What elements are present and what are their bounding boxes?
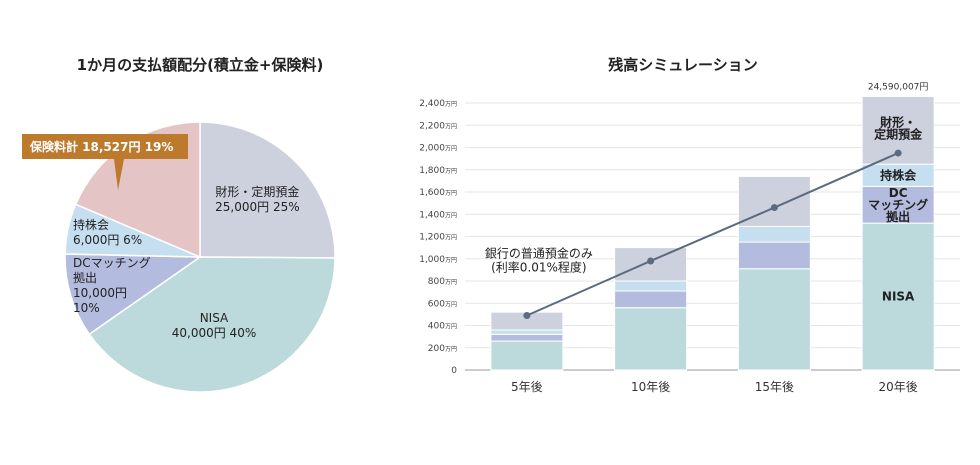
y-tick-label: 2,400万円 [419,99,457,109]
pie-slice-label: 10,000円 [73,286,127,300]
x-tick-label: 15年後 [755,380,794,394]
y-tick-label: 1,800万円 [419,166,457,176]
y-tick-unit: 万円 [445,146,457,153]
y-tick-label: 800万円 [428,277,457,287]
savings-line [526,152,899,317]
pie-slice-label: DCマッチング [73,256,151,270]
bar-segment-dc [861,185,935,224]
pie-slice-label: NISA [200,311,229,325]
bar-line [523,149,902,319]
pie-slice-label: 6,000円 6% [73,233,142,247]
y-tick-unit: 万円 [445,346,457,353]
bar-segment-label: マッチング [868,197,928,212]
y-tick-unit: 万円 [445,257,457,264]
pie-slice [199,121,336,259]
bar-segment-mochikabu [614,280,688,292]
y-tick-unit: 万円 [445,101,457,108]
bar-segment-dc [614,290,688,309]
y-tick-unit: 万円 [445,168,457,175]
bar-title: 残高シミュレーション [608,56,757,74]
pie-slice-label: 40,000円 40% [172,326,256,340]
bar-segment-label: 定期預金 [874,126,923,141]
savings-line-label: (利率0.01%程度) [491,259,587,274]
y-tick-label: 0 [451,366,457,376]
savings-point [894,149,902,157]
bar-segment-mochikabu [737,225,811,243]
bar-segment-label: 持株会 [880,167,917,182]
y-tick-label: 600万円 [428,299,457,309]
y-tick-label: 400万円 [428,322,457,332]
pie-slice [88,256,336,393]
x-tick-label: 10年後 [631,380,670,394]
y-tick-label: 2,000万円 [419,144,457,154]
pie-slice-label: 財形・定期預金 [215,184,299,199]
y-tick-label: 1,000万円 [419,255,457,265]
pie-callout: 保険料計 18,527円 19% [22,134,188,190]
pie-title: 1か月の支払額配分(積立金+保険料) [77,56,324,74]
savings-point [647,257,655,265]
y-tick-label: 1,400万円 [419,210,457,220]
callout-text: 保険料計 18,527円 19% [29,139,173,154]
callout-badge [22,134,188,190]
bar-segment-mochikabu [490,329,564,335]
pie-slice-label: 持株会 [73,217,109,232]
y-tick-unit: 万円 [445,190,457,197]
y-tick-label: 1,600万円 [419,188,457,198]
bar-segment-label: NISA [882,290,915,304]
x-tick-label: 5年後 [511,380,543,394]
bar-segment-nisa [737,268,811,371]
y-tick-unit: 万円 [445,279,457,286]
bar-segment-label: 財形・ [879,114,916,129]
pie-slice-label: 10% [73,301,100,315]
savings-line-label: 銀行の普通預金のみ [485,245,593,260]
savings-point [770,204,778,212]
bar-segment-dc [490,333,564,342]
pie-slice [64,253,203,336]
y-tick-unit: 万円 [445,212,457,219]
bar-segment-label: 拠出 [886,209,910,224]
bar-segment-nisa [614,307,688,371]
bar-total-label: 24,590,007円 [868,81,929,92]
x-tick-label: 20年後 [878,380,917,394]
savings-point [523,311,531,319]
bar-segment-nisa [861,222,935,371]
y-tick-label: 200万円 [428,344,457,354]
pie-slice-label: 25,000円 25% [215,200,299,214]
y-tick-unit: 万円 [445,123,457,130]
bar-segment-nisa [490,340,564,371]
bar-segment-dc [737,241,811,270]
y-tick-unit: 万円 [445,324,457,331]
y-tick-label: 2,200万円 [419,121,457,131]
pie-slice-label: 拠出 [73,271,97,285]
y-tick-unit: 万円 [445,301,457,308]
y-tick-label: 1,200万円 [419,233,457,243]
y-tick-unit: 万円 [445,235,457,242]
bar-segment-label: DC [889,186,908,200]
